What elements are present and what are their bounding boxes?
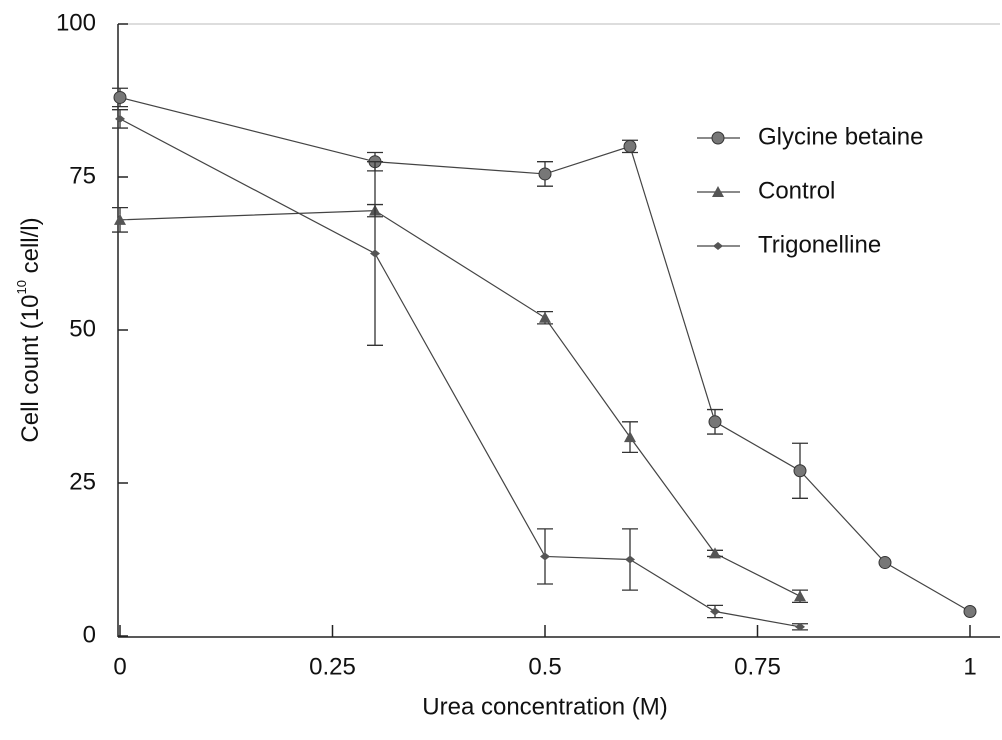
marker: [625, 555, 635, 564]
marker: [370, 249, 380, 258]
y-label-part: Cell count (10: [17, 295, 44, 443]
x-tick-label: 0.25: [309, 653, 356, 680]
x-tick-label: 0.75: [734, 653, 781, 680]
marker: [538, 167, 552, 181]
y-tick-label: 25: [69, 468, 96, 495]
marker: [963, 605, 977, 619]
marker: [114, 213, 126, 225]
marker: [878, 556, 892, 570]
y-tick-label: 100: [56, 9, 96, 36]
legend-label: Glycine betaine: [758, 123, 923, 150]
marker: [540, 552, 550, 561]
series-line: [119, 210, 801, 597]
y-tick-label: 75: [69, 162, 96, 189]
y-label-part: cell/l): [17, 217, 44, 280]
marker: [708, 415, 722, 429]
y-axis-label: Cell count (1010 cell/l): [14, 217, 44, 442]
y-label-sup: 10: [14, 280, 29, 294]
marker: [709, 547, 721, 559]
marker: [795, 622, 805, 631]
legend-marker: [713, 242, 723, 250]
marker: [794, 590, 806, 602]
marker: [793, 464, 807, 478]
marker: [624, 431, 636, 443]
marker: [115, 114, 125, 123]
series-line: [119, 96, 971, 613]
legend-marker: [711, 131, 725, 145]
legend-label: Control: [758, 177, 835, 204]
y-tick-label: 50: [69, 315, 96, 342]
marker: [623, 139, 637, 153]
y-tick-label: 0: [83, 621, 96, 648]
legend-label: Trigonelline: [758, 231, 881, 258]
x-tick-label: 0: [113, 653, 126, 680]
marker: [539, 311, 551, 323]
x-tick-label: 0.5: [528, 653, 561, 680]
marker: [113, 90, 127, 104]
marker: [710, 607, 720, 616]
legend-marker: [712, 186, 724, 197]
x-tick-label: 1: [963, 653, 976, 680]
series-line: [119, 118, 801, 628]
x-axis-label: Urea concentration (M): [422, 693, 667, 720]
